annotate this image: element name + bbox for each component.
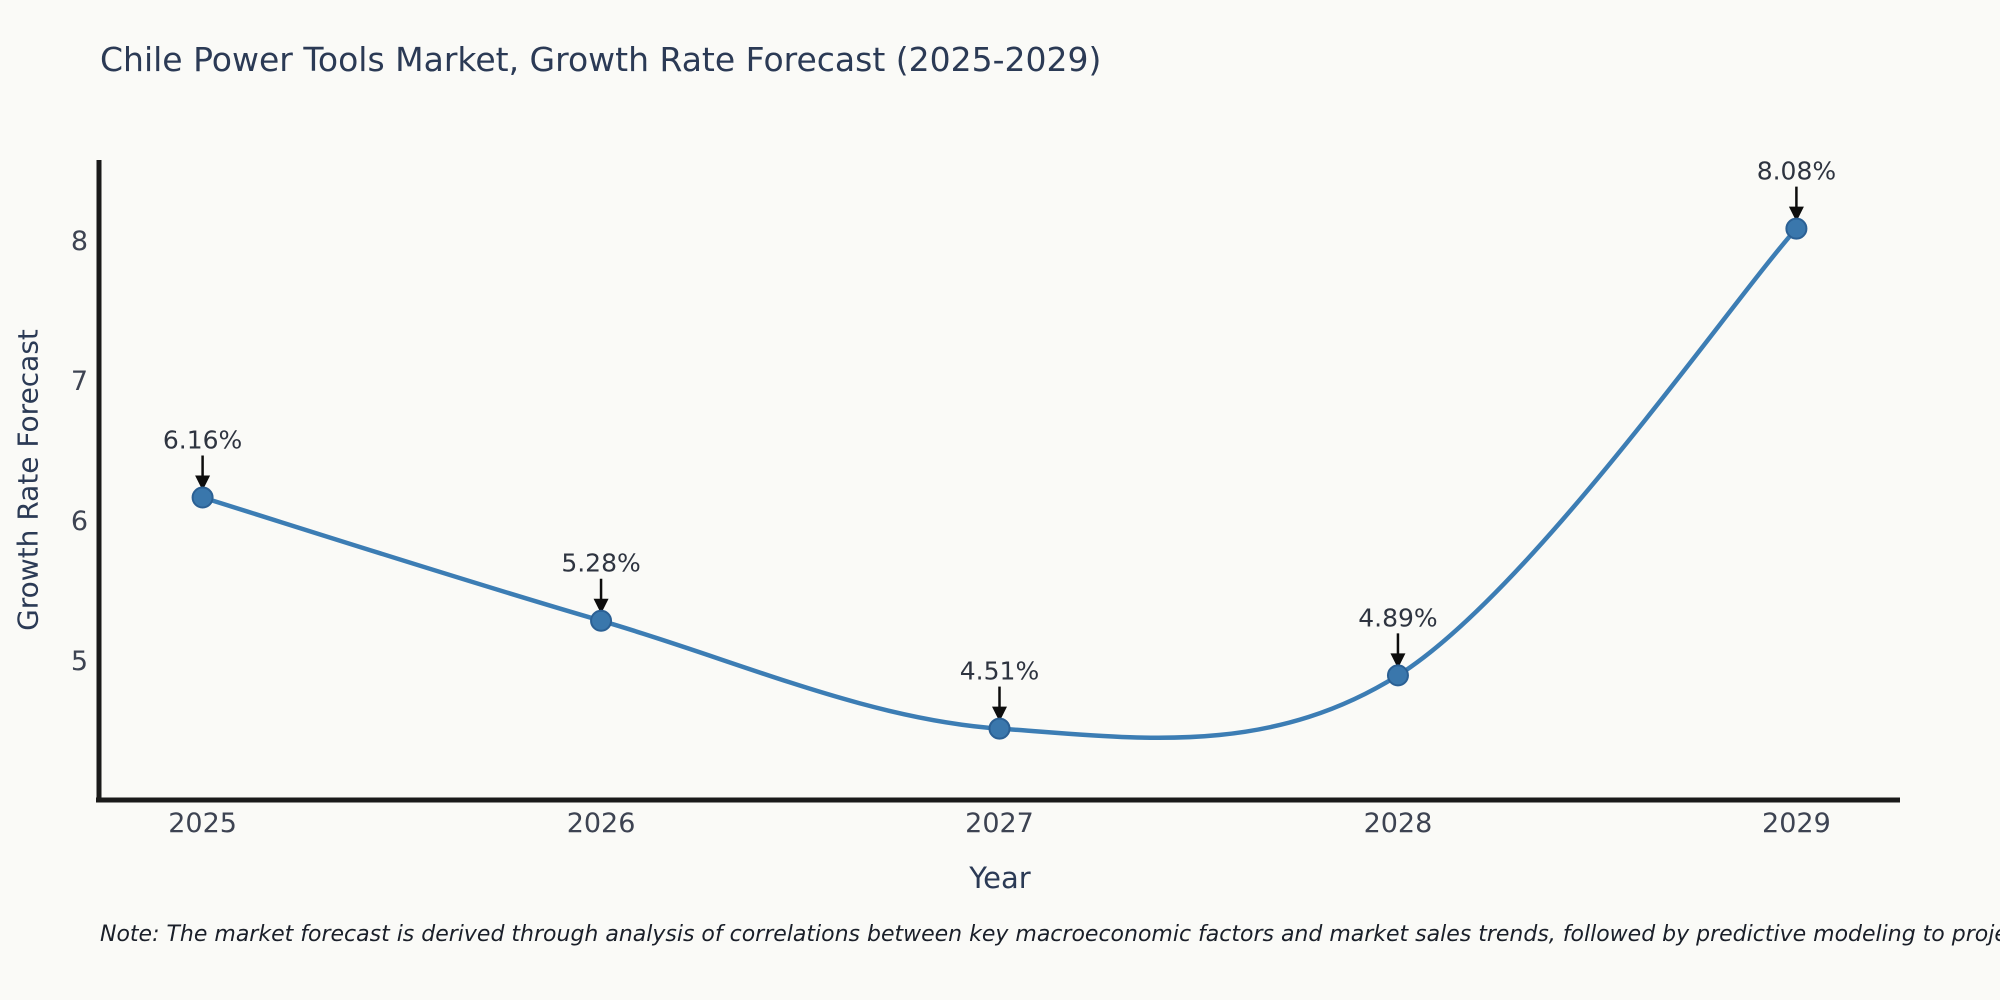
chart-title: Chile Power Tools Market, Growth Rate Fo… (100, 40, 1102, 79)
y-tick-label: 5 (71, 646, 88, 677)
y-tick-label: 8 (71, 226, 88, 257)
x-tick-label: 2028 (1364, 808, 1433, 839)
x-axis-title: Year (969, 861, 1031, 895)
annotation-arrow-head (593, 598, 609, 614)
annotation-arrow-head (1788, 206, 1804, 222)
annotation-arrow-head (992, 706, 1007, 722)
y-tick-label: 7 (71, 366, 88, 397)
x-tick-label: 2025 (168, 808, 237, 839)
data-point-2028 (1386, 664, 1409, 687)
x-tick-label: 2026 (567, 808, 636, 839)
point-label-2026: 5.28% (561, 549, 640, 578)
data-point-2027 (988, 717, 1011, 740)
data-point-2029 (1785, 217, 1808, 240)
data-point-2025 (191, 486, 214, 509)
x-tick-label: 2027 (965, 808, 1034, 839)
point-label-2027: 4.51% (960, 657, 1039, 686)
point-label-2029: 8.08% (1757, 157, 1836, 186)
data-point-2026 (590, 609, 613, 632)
series-line (200, 226, 1799, 741)
y-tick-label: 6 (71, 506, 88, 537)
point-label-2028: 4.89% (1358, 603, 1437, 632)
footnote: Note: The market forecast is derived thr… (100, 922, 2000, 947)
point-label-2025: 6.16% (163, 426, 242, 455)
x-tick-label: 2029 (1762, 808, 1831, 839)
annotation-arrow-head (1390, 653, 1406, 669)
annotation-arrow-head (195, 475, 211, 491)
